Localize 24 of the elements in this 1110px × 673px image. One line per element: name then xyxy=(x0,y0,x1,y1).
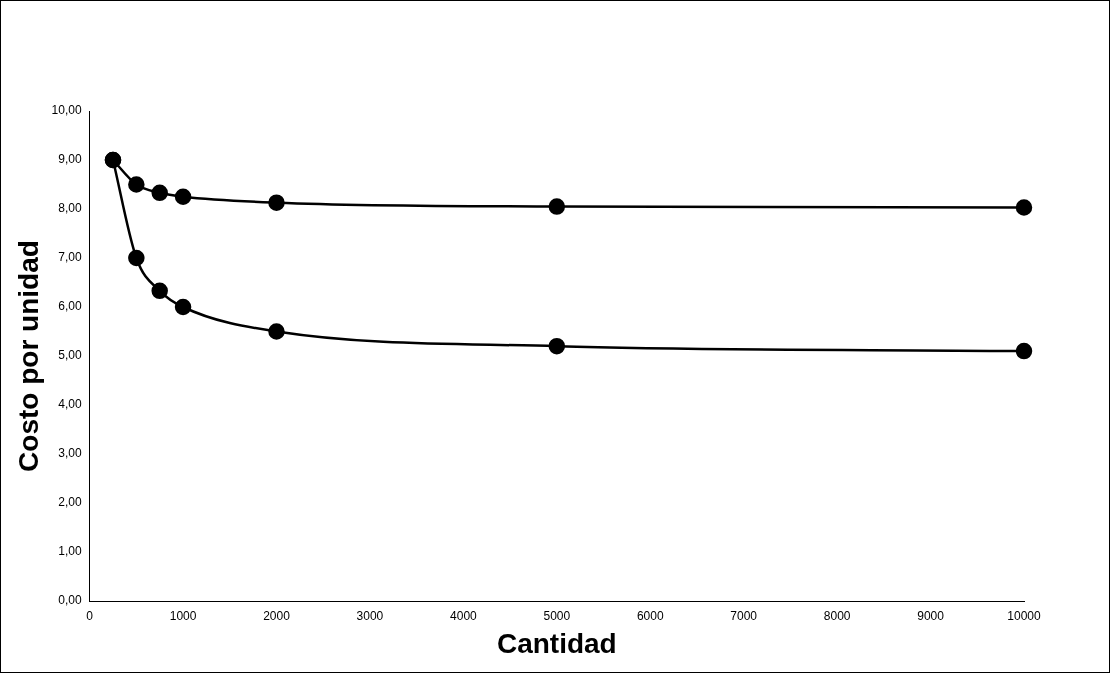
x-tick-label: 5000 xyxy=(543,608,571,623)
y-axis-title: Costo por unidad xyxy=(12,240,44,472)
y-tick-label: 9,00 xyxy=(58,152,82,167)
y-tick-label: 0,00 xyxy=(58,593,82,608)
x-tick-label: 4000 xyxy=(450,608,478,623)
x-tick-label: 3000 xyxy=(356,608,384,623)
y-tick-label: 5,00 xyxy=(58,348,82,363)
x-tick-label: 7000 xyxy=(730,608,758,623)
x-tick-label: 9000 xyxy=(917,608,945,623)
x-axis-title: Cantidad xyxy=(496,627,617,659)
y-tick-label: 2,00 xyxy=(58,495,82,510)
y-tick-label: 8,00 xyxy=(58,201,82,216)
x-tick-label: 2000 xyxy=(263,608,291,623)
x-tick-label: 1000 xyxy=(169,608,197,623)
x-tick-label: 8000 xyxy=(823,608,851,623)
y-tick-label: 7,00 xyxy=(58,250,82,265)
y-tick-label: 10,00 xyxy=(51,103,82,118)
y-tick-label: 4,00 xyxy=(58,397,82,412)
y-tick-label: 6,00 xyxy=(58,299,82,314)
x-tick-label: 0 xyxy=(86,608,94,623)
x-tick-label: 10000 xyxy=(1007,608,1042,623)
x-tick-label: 6000 xyxy=(636,608,664,623)
y-tick-label: 1,00 xyxy=(58,544,82,559)
y-tick-label: 3,00 xyxy=(58,446,82,461)
